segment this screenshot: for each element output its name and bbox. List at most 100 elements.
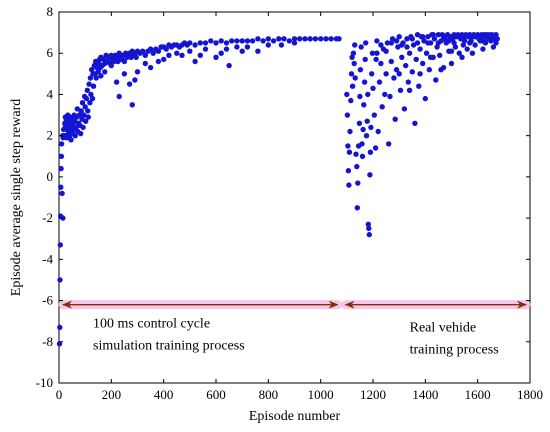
- data-point: [255, 36, 261, 42]
- data-point: [378, 60, 384, 67]
- data-point: [140, 48, 146, 54]
- data-point: [150, 50, 156, 56]
- data-point: [448, 60, 455, 67]
- data-point: [87, 100, 93, 106]
- data-point: [108, 52, 115, 58]
- data-point: [197, 40, 203, 46]
- y-tick-label: 6: [47, 45, 54, 60]
- data-point: [494, 36, 500, 42]
- data-point: [417, 46, 423, 52]
- data-point: [361, 79, 368, 85]
- data-point: [278, 42, 285, 48]
- y-tick-label: -2: [42, 210, 53, 225]
- data-point: [367, 149, 374, 155]
- data-point: [68, 137, 74, 143]
- data-point: [286, 38, 292, 44]
- data-point: [276, 36, 282, 42]
- data-point: [357, 93, 363, 100]
- data-point: [270, 38, 277, 44]
- data-point: [346, 149, 353, 155]
- annotation-text-line: Real vehide: [410, 320, 476, 335]
- data-point: [363, 133, 370, 139]
- data-point: [451, 40, 457, 46]
- data-point: [239, 48, 245, 54]
- data-point: [57, 277, 63, 283]
- data-point: [166, 52, 172, 58]
- data-point: [360, 126, 366, 133]
- data-point: [480, 46, 486, 52]
- data-point: [490, 44, 497, 50]
- data-point: [362, 56, 368, 63]
- data-point: [83, 95, 90, 102]
- data-point: [349, 83, 356, 89]
- data-point: [108, 62, 115, 69]
- data-point: [179, 52, 185, 58]
- data-point: [435, 32, 442, 38]
- data-point: [433, 77, 439, 83]
- data-point: [383, 71, 389, 77]
- data-point: [416, 83, 422, 89]
- data-point: [378, 42, 384, 48]
- data-point: [83, 118, 89, 124]
- data-point: [302, 36, 308, 42]
- data-point: [226, 62, 232, 69]
- data-point: [87, 75, 94, 81]
- data-point: [420, 34, 426, 40]
- data-point: [79, 100, 86, 106]
- data-point: [352, 42, 358, 48]
- data-point: [356, 120, 363, 127]
- data-point: [187, 40, 193, 46]
- data-point: [85, 114, 92, 120]
- data-point: [281, 36, 287, 42]
- data-point: [409, 69, 415, 75]
- data-point: [346, 182, 352, 188]
- data-point: [116, 93, 122, 100]
- data-point: [399, 42, 405, 48]
- data-point: [359, 153, 366, 159]
- data-point: [364, 118, 370, 124]
- data-point: [78, 130, 84, 137]
- data-point: [213, 54, 219, 60]
- data-point: [113, 54, 120, 60]
- data-point: [323, 36, 329, 42]
- data-point: [396, 34, 402, 40]
- data-point: [260, 38, 266, 44]
- data-point: [147, 46, 154, 52]
- data-point: [113, 79, 120, 85]
- data-point: [361, 102, 367, 108]
- data-point: [89, 95, 96, 102]
- y-tick-label: 4: [47, 86, 54, 101]
- data-point: [134, 69, 141, 75]
- data-point: [452, 44, 459, 50]
- annotations-layer: 100 ms control cycle simulation training …: [58, 300, 531, 357]
- data-point: [448, 48, 455, 54]
- data-point: [363, 40, 369, 46]
- data-point: [95, 69, 102, 75]
- data-point: [344, 91, 350, 98]
- y-tick-label: -4: [42, 251, 53, 266]
- annotation-text-line: training process: [410, 342, 499, 357]
- data-point: [426, 67, 432, 73]
- data-point: [126, 81, 133, 87]
- data-point: [417, 71, 423, 77]
- data-point: [365, 91, 371, 98]
- data-point: [163, 46, 169, 52]
- data-point: [132, 77, 138, 83]
- data-point: [372, 145, 379, 151]
- y-axis-title: Episode average single step reward: [9, 99, 24, 296]
- data-point: [354, 205, 360, 211]
- x-tick-label: 600: [206, 387, 226, 402]
- data-point: [336, 36, 342, 42]
- data-point: [366, 231, 372, 238]
- data-point: [482, 40, 489, 46]
- data-point: [82, 104, 88, 110]
- data-point: [440, 34, 447, 40]
- data-point: [244, 44, 251, 50]
- data-point: [392, 116, 398, 122]
- data-point: [56, 341, 63, 347]
- data-point: [312, 36, 319, 42]
- data-point: [460, 42, 466, 48]
- data-point: [354, 163, 360, 170]
- data-point: [89, 67, 95, 73]
- data-point: [387, 93, 393, 100]
